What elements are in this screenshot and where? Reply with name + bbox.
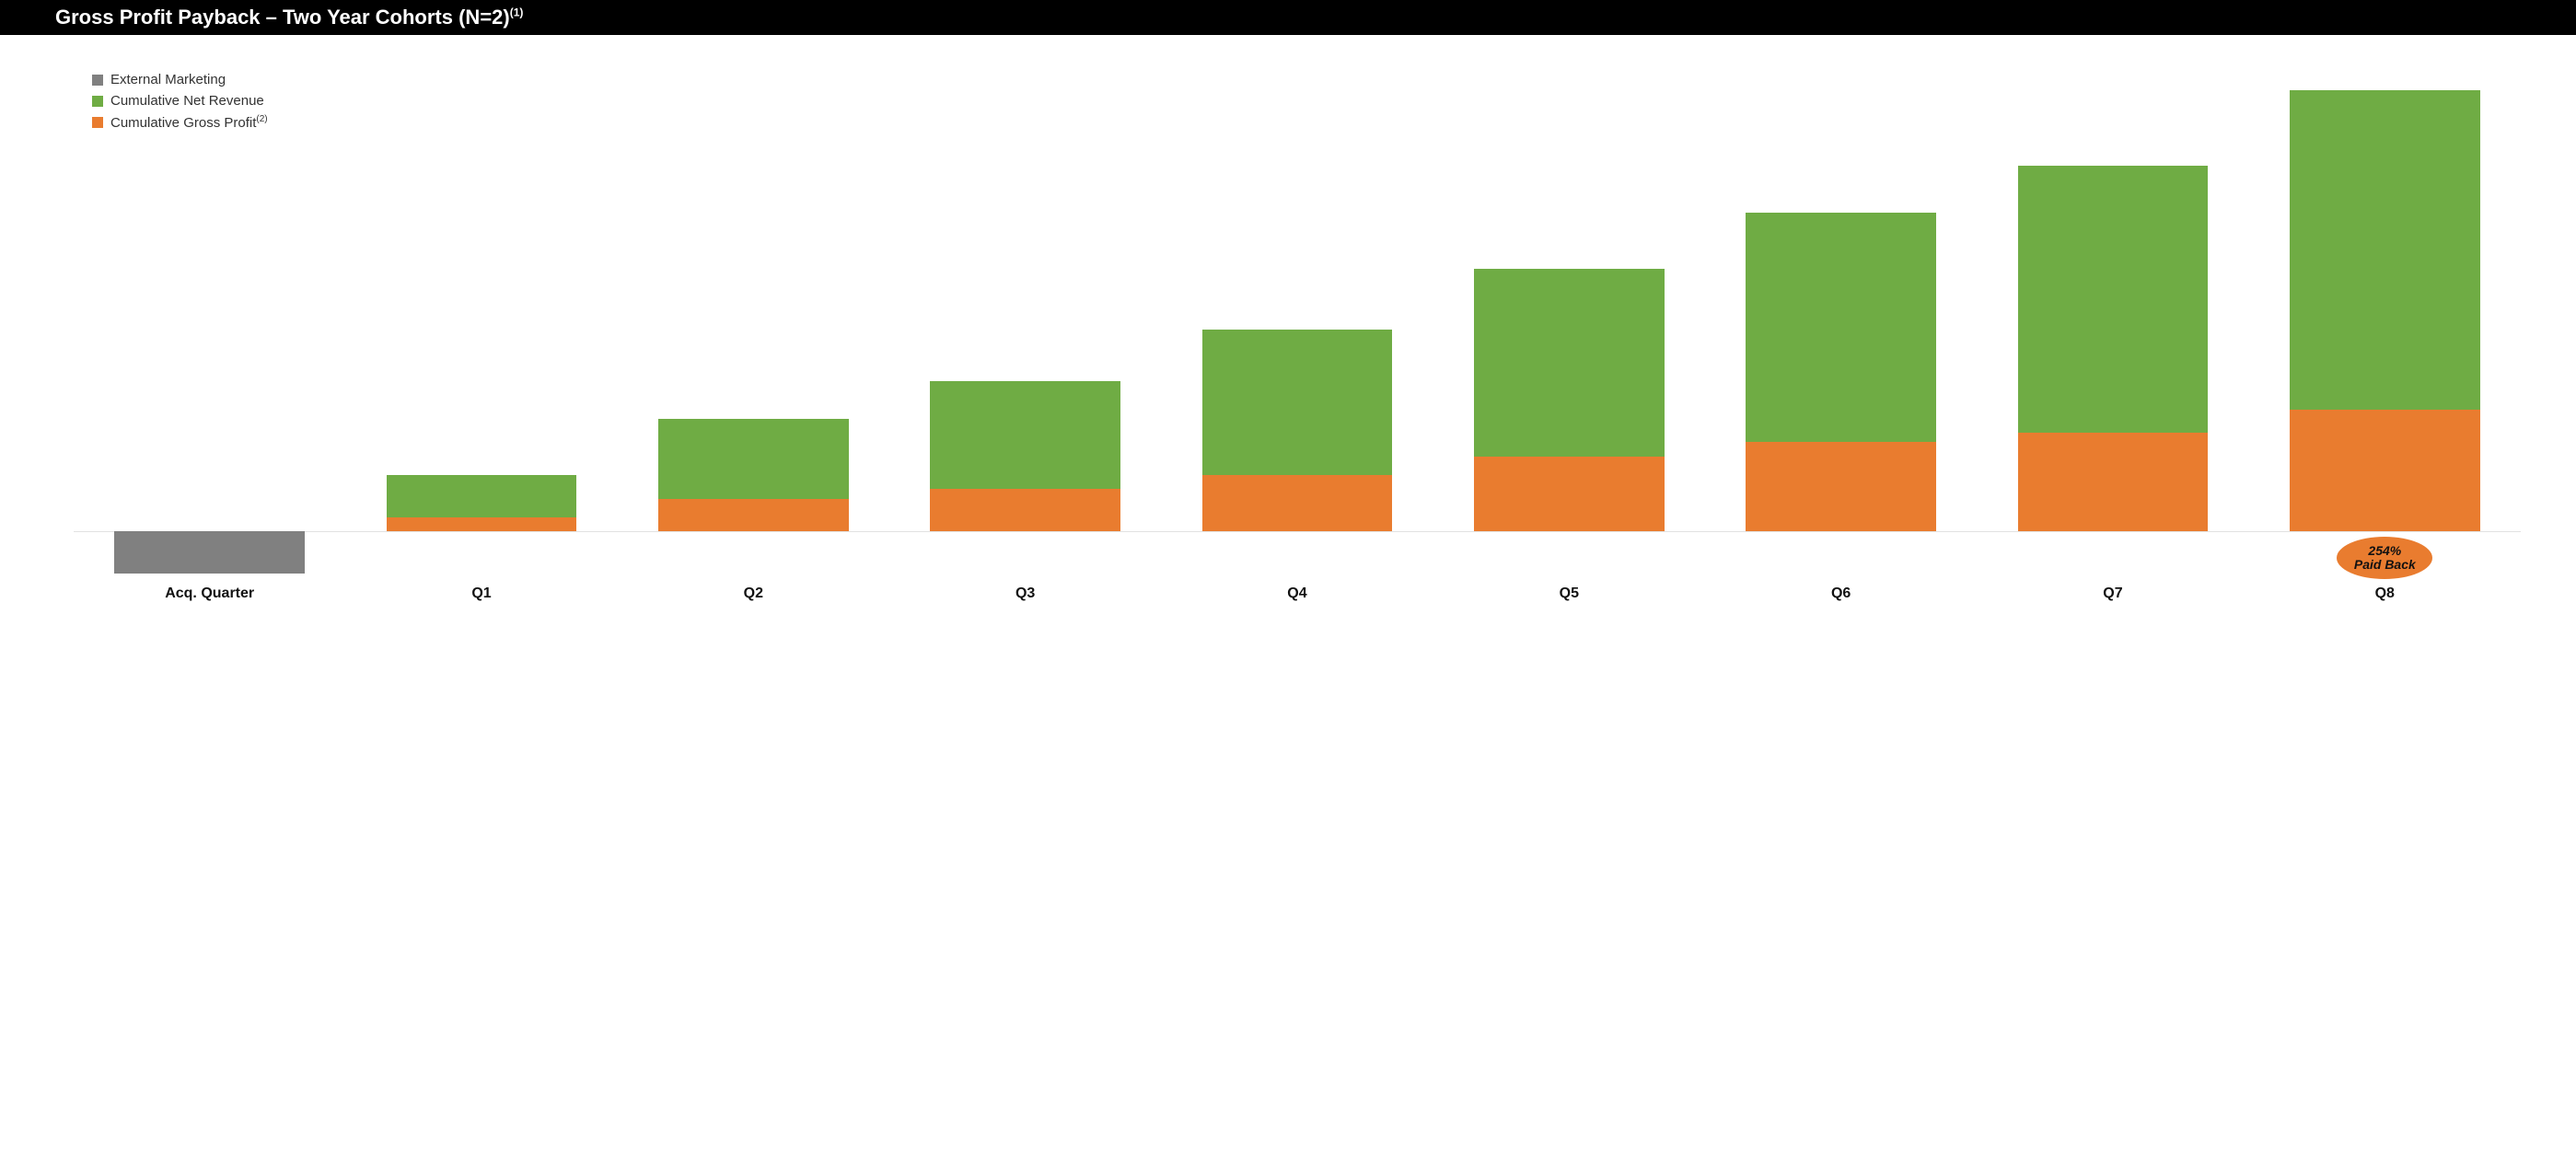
bar-cumulative-net-revenue — [1474, 269, 1665, 457]
bar-cumulative-gross-profit — [1746, 442, 1936, 531]
x-axis-label: Q2 — [618, 586, 889, 602]
bar-group — [2018, 81, 2209, 578]
bar-cumulative-gross-profit — [1202, 475, 1393, 531]
bar-group — [658, 81, 849, 578]
page-title-sup: (1) — [510, 6, 524, 19]
page-title: Gross Profit Payback – Two Year Cohorts … — [55, 6, 2576, 29]
bar-cumulative-net-revenue — [1202, 330, 1393, 475]
x-axis-label: Q1 — [345, 586, 617, 602]
x-axis-label: Q4 — [1161, 586, 1433, 602]
bar-group — [930, 81, 1120, 578]
chart-area: External MarketingCumulative Net Revenue… — [0, 35, 2576, 630]
bar-cumulative-gross-profit — [2290, 410, 2480, 531]
x-axis-label: Q8 — [2249, 586, 2521, 602]
badge-line1: 254% — [2354, 544, 2416, 558]
x-axis-labels: Acq. QuarterQ1Q2Q3Q4Q5Q6Q7Q8 — [74, 586, 2521, 602]
bar-group — [114, 81, 305, 578]
bar-cumulative-gross-profit — [658, 499, 849, 532]
bar-cumulative-net-revenue — [387, 475, 577, 517]
bar-cumulative-net-revenue — [1746, 213, 1936, 443]
bar-cumulative-gross-profit — [387, 517, 577, 531]
bar-group — [1746, 81, 1936, 578]
x-axis-label: Q6 — [1705, 586, 1977, 602]
title-bar: Gross Profit Payback – Two Year Cohorts … — [0, 0, 2576, 35]
x-axis-label: Q3 — [889, 586, 1161, 602]
bar-cumulative-gross-profit — [1474, 457, 1665, 532]
bar-group — [1202, 81, 1393, 578]
bar-cumulative-gross-profit — [930, 489, 1120, 531]
page-title-text: Gross Profit Payback – Two Year Cohorts … — [55, 6, 510, 29]
x-axis-label: Q7 — [1977, 586, 2248, 602]
bar-cumulative-net-revenue — [2290, 90, 2480, 409]
bar-cumulative-net-revenue — [658, 419, 849, 499]
chart-plot: 254%Paid Back — [74, 81, 2521, 578]
bar-external-marketing — [114, 531, 305, 574]
page: Gross Profit Payback – Two Year Cohorts … — [0, 0, 2576, 630]
badge-line2: Paid Back — [2354, 558, 2416, 572]
bar-cumulative-net-revenue — [930, 381, 1120, 489]
x-axis-label: Q5 — [1433, 586, 1705, 602]
bar-group — [2290, 81, 2480, 578]
bar-group — [387, 81, 577, 578]
bar-cumulative-net-revenue — [2018, 166, 2209, 433]
bar-group — [1474, 81, 1665, 578]
x-axis-label: Acq. Quarter — [74, 586, 345, 602]
bar-cumulative-gross-profit — [2018, 433, 2209, 531]
